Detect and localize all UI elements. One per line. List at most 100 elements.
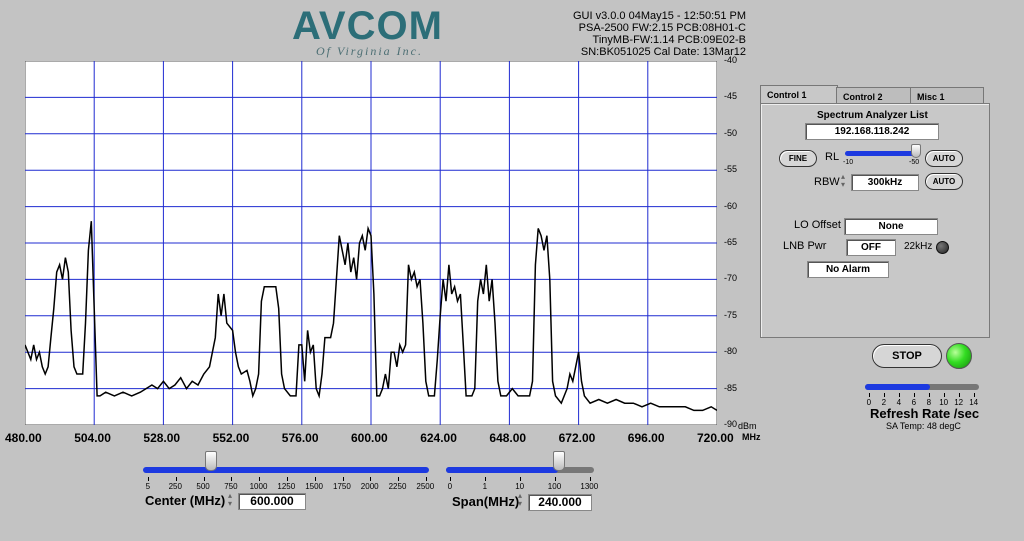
span-slider-fill [446,467,558,473]
fine-button[interactable]: FINE [779,150,817,167]
y-tick-label: -65 [724,237,738,247]
slider-tick-label: 1300 [580,482,599,491]
x-tick-label: 552.00 [212,431,250,445]
slider-tick-mark [899,393,900,397]
logo-subtext: Of Virginia Inc. [316,44,423,58]
slider-tick-mark [426,477,427,481]
span-value-field[interactable]: 240.000 [528,494,592,511]
slider-tick-label: 1750 [333,482,351,491]
spectrum-plot[interactable] [25,61,717,425]
slider-tick-label: 1500 [305,482,323,491]
sa-temp-label: SA Temp: 48 degC [886,421,961,431]
slider-tick-label: 100 [547,482,562,491]
slider-tick-label: 2 [881,398,887,407]
x-tick-label: 648.00 [489,431,527,445]
slider-tick-mark [869,393,870,397]
slider-tick-mark [231,477,233,481]
device-info-line: TinyMB-FW:1.14 PCB:09E02-B [592,34,746,46]
slider-tick-mark [342,477,344,481]
y-tick-label: -40 [724,55,738,65]
slider-tick-mark [884,393,885,397]
slider-tick-mark [555,477,556,481]
lo-offset-field[interactable]: None [844,218,938,235]
slider-tick-label: 6 [911,398,917,407]
y-tick-label: -50 [724,127,738,138]
rl-slider[interactable] [845,144,921,158]
slider-tick-mark [203,477,205,481]
lnb-pwr-field[interactable]: OFF [846,239,896,256]
span-slider[interactable] [446,451,594,482]
y-tick-label: -80 [724,346,738,357]
control-1-panel: Spectrum Analyzer List 192.168.118.242 F… [760,103,990,338]
stop-button[interactable]: STOP [872,344,942,368]
center-spinner[interactable]: ▴ ▾ [228,491,233,508]
x-tick-label: 528.00 [143,431,181,445]
tab-misc-1[interactable]: Misc 1 [910,87,984,105]
x-tick-label: 672.00 [558,431,596,445]
slider-tick-mark [520,477,521,481]
center-label: Center (MHz) [145,493,226,508]
lo-offset-label: LO Offset [794,219,841,231]
slider-tick-label: 750 [224,482,238,491]
x-tick-label: 720.00 [697,431,734,445]
slider-tick-mark [590,477,591,481]
rbw-spinner[interactable]: ▴ ▾ [841,172,846,189]
refresh-rate-slider[interactable] [865,384,979,391]
rl-auto-button[interactable]: AUTO [925,150,963,167]
span-slider-thumb[interactable] [553,451,565,471]
span-spinner[interactable]: ▴ ▾ [518,491,523,508]
22khz-label: 22kHz [904,241,933,252]
device-info-line: GUI v3.0.0 04May15 - 12:50:51 PM [572,10,746,22]
logo-text: AVCOM [292,4,443,48]
x-tick-label: 504.00 [74,431,111,445]
y-tick-label: -90 [724,419,738,429]
slider-tick-mark [450,477,451,481]
slider-tick-mark [944,393,945,397]
spectrum-analyzer-list-label: Spectrum Analyzer List [817,110,928,121]
slider-tick-label: 2250 [388,482,407,491]
x-unit-label: MHz [742,432,761,442]
device-info-line: PSA-2500 FW:2.15 PCB:08H01-C [578,22,746,34]
slider-tick-label: 1 [482,482,488,491]
slider-tick-label: 8 [926,398,932,407]
slider-tick-label: 2000 [360,482,379,491]
ip-address-field[interactable]: 192.168.118.242 [805,123,939,140]
rbw-value-field[interactable]: 300kHz [851,174,919,191]
slider-tick-label: 250 [168,482,182,491]
slider-tick-mark [959,393,960,397]
rbw-label: RBW [814,176,840,188]
rbw-auto-button[interactable]: AUTO [925,173,963,190]
slider-tick-label: 10 [515,482,525,491]
slider-tick-mark [398,477,400,481]
y-tick-label: -75 [724,309,738,320]
x-tick-label: 624.00 [420,431,457,445]
x-tick-label: 480.00 [5,431,42,445]
rl-slider-thumb[interactable] [911,144,921,158]
slider-tick-label: 4 [896,398,902,407]
center-slider-track[interactable] [143,467,429,473]
alarm-status-field: No Alarm [807,261,889,278]
slider-tick-mark [314,477,316,481]
x-tick-label: 696.00 [627,431,665,445]
slider-tick-label: 2500 [416,482,435,491]
avcom-logo: AVCOM Of Virginia Inc. [292,4,452,60]
slider-tick-label: 0 [447,482,453,491]
rl-slider-track[interactable] [845,151,915,156]
control-tabs: Control 1 Control 2 Misc 1 [760,85,988,105]
tab-control-1[interactable]: Control 1 [760,85,838,105]
slider-tick-label: 500 [196,482,210,491]
running-indicator-led [946,343,972,369]
rl-label: RL [825,151,840,163]
slider-tick-label: 1000 [249,482,268,491]
slider-tick-mark [929,393,930,397]
slider-tick-mark [914,393,915,397]
center-value-field[interactable]: 600.000 [238,493,306,510]
slider-tick-label: 5 [145,482,151,491]
lnb-pwr-label: LNB Pwr [783,240,827,252]
slider-tick-label: 10 [939,398,949,407]
slider-tick-mark [287,477,288,481]
x-tick-label: 576.00 [281,431,319,445]
center-slider-thumb[interactable] [204,451,217,471]
center-slider[interactable] [143,451,431,482]
slider-tick-label: 0 [866,398,872,407]
